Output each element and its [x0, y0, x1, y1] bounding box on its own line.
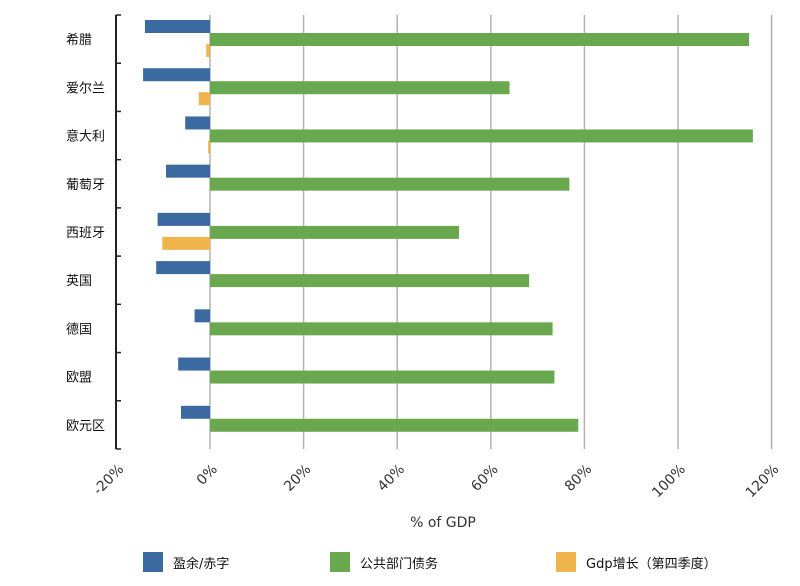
x-tick-label: 40%	[375, 462, 408, 495]
legend: 盈余/赤字 公共部门债务 Gdp增长（第四季度）	[0, 552, 800, 578]
bar-public-debt	[210, 129, 753, 143]
x-tick-label: 60%	[468, 462, 501, 495]
legend-swatch	[556, 552, 576, 572]
bar-public-debt	[210, 225, 459, 239]
x-axis-title: % of GDP	[410, 515, 476, 531]
bar-surplus-deficit	[180, 405, 210, 419]
legend-label: 公共部门债务	[360, 556, 439, 572]
x-tick-label: 20%	[281, 462, 314, 495]
legend-item: 盈余/赤字	[143, 552, 229, 572]
bar-gdp-growth	[208, 140, 210, 154]
bar-gdp-growth	[198, 92, 210, 106]
legend-item: 公共部门债务	[330, 552, 438, 572]
bar-surplus-deficit	[144, 20, 210, 33]
bar-surplus-deficit	[178, 357, 210, 371]
legend-item: Gdp增长（第四季度）	[556, 552, 717, 572]
bar-public-debt	[210, 274, 530, 288]
bar-public-debt	[210, 418, 579, 432]
bar-surplus-deficit	[157, 212, 210, 226]
bar-surplus-deficit	[143, 68, 210, 82]
legend-label: 盈余/赤字	[173, 556, 230, 572]
legend-swatch	[143, 552, 163, 572]
legend-label: Gdp增长（第四季度）	[586, 556, 717, 572]
x-tick-label: 100%	[649, 462, 689, 502]
bar-public-debt	[210, 177, 570, 191]
category-label: 希腊	[66, 33, 92, 48]
bar-public-debt	[210, 322, 553, 336]
bars	[143, 20, 753, 432]
x-tick-label: 120%	[743, 462, 783, 502]
category-label: 葡萄牙	[66, 178, 105, 193]
x-tick-label: -20%	[90, 462, 127, 499]
bar-surplus-deficit	[185, 116, 210, 130]
category-label: 欧盟	[66, 371, 92, 386]
bar-gdp-growth	[206, 44, 210, 57]
x-tick-label: 0%	[194, 462, 221, 489]
legend-swatch	[330, 552, 350, 572]
category-label: 英国	[66, 274, 92, 289]
category-label: 意大利	[66, 129, 105, 145]
bar-surplus-deficit	[166, 164, 210, 178]
bar-public-debt	[210, 33, 750, 46]
bar-surplus-deficit	[194, 309, 210, 323]
category-label: 西班牙	[66, 226, 105, 241]
x-tick-label: 80%	[562, 462, 595, 495]
bar-public-debt	[210, 370, 555, 384]
bar-surplus-deficit	[156, 261, 210, 275]
bar-gdp-growth	[162, 236, 210, 250]
category-label: 德国	[66, 322, 92, 337]
x-tick-labels: -20% 0% 20% 40% 60% 80% 100% 120%	[90, 462, 782, 502]
category-label: 爱尔兰	[66, 81, 105, 96]
category-label: 欧元区	[66, 419, 105, 434]
y-axis-ticks	[116, 14, 121, 450]
bar-public-debt	[210, 81, 510, 95]
